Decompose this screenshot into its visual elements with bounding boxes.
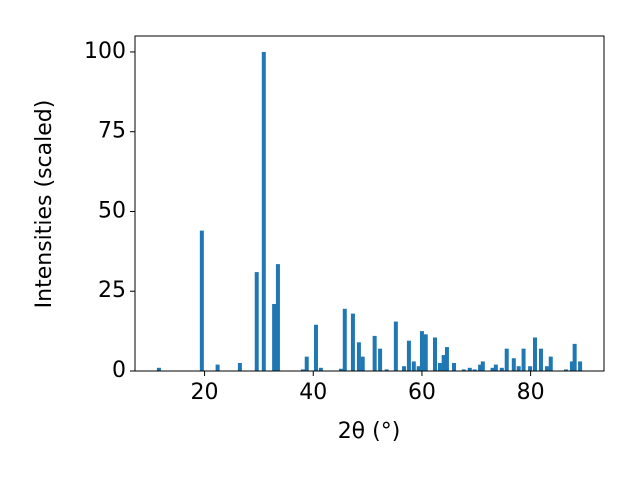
bar	[572, 343, 577, 371]
bar	[493, 364, 498, 371]
bar	[261, 51, 266, 371]
bar	[237, 363, 242, 371]
bar	[544, 366, 549, 371]
y-tick-label: 0	[112, 358, 126, 383]
x-tick-label: 20	[191, 380, 219, 405]
x-tick-label: 60	[408, 380, 436, 405]
y-tick-label: 50	[98, 198, 126, 223]
y-tick-label: 25	[98, 278, 126, 303]
bar	[516, 366, 521, 371]
bar	[350, 313, 355, 371]
bar	[360, 356, 365, 371]
bar	[532, 337, 537, 371]
bar	[563, 369, 568, 371]
y-tick-label: 100	[84, 39, 126, 64]
bar	[411, 361, 416, 371]
plot-frame	[134, 35, 605, 372]
bar	[416, 366, 421, 371]
bar	[499, 367, 504, 371]
bar	[432, 337, 437, 371]
bar	[441, 355, 446, 371]
bar	[318, 367, 323, 371]
bar	[569, 361, 574, 371]
bar	[437, 363, 442, 371]
bar	[156, 367, 161, 371]
bar	[444, 347, 449, 371]
y-tick-label: 75	[98, 119, 126, 144]
bar	[480, 361, 485, 371]
bar	[393, 321, 398, 371]
bar	[372, 335, 377, 371]
bar	[378, 348, 383, 371]
bar	[521, 348, 526, 371]
bar	[461, 369, 466, 371]
bar	[254, 272, 259, 371]
x-tick-label: 40	[299, 380, 327, 405]
bar	[300, 369, 305, 371]
bar	[342, 308, 347, 371]
x-tick-label: 80	[517, 380, 545, 405]
bar	[406, 340, 411, 371]
bar	[528, 366, 533, 371]
bar	[304, 356, 309, 371]
x-axis-label: 2θ (°)	[338, 419, 401, 444]
bar	[402, 366, 407, 371]
bar	[467, 367, 472, 371]
bar	[452, 363, 457, 371]
bar	[423, 334, 428, 371]
bar	[215, 364, 220, 371]
bar	[272, 304, 277, 371]
bar	[548, 356, 553, 371]
bar	[578, 361, 583, 371]
bar	[356, 342, 361, 371]
bar	[384, 369, 389, 371]
bar	[472, 369, 477, 371]
y-axis-label: Intensities (scaled)	[32, 100, 57, 309]
bar	[538, 348, 543, 371]
bar	[490, 367, 495, 371]
bar	[511, 358, 516, 371]
bar	[199, 230, 204, 371]
bar	[338, 368, 343, 371]
bar	[419, 331, 424, 371]
bar	[313, 324, 318, 371]
bar	[504, 348, 509, 371]
bar	[275, 264, 280, 371]
bar	[478, 364, 483, 371]
